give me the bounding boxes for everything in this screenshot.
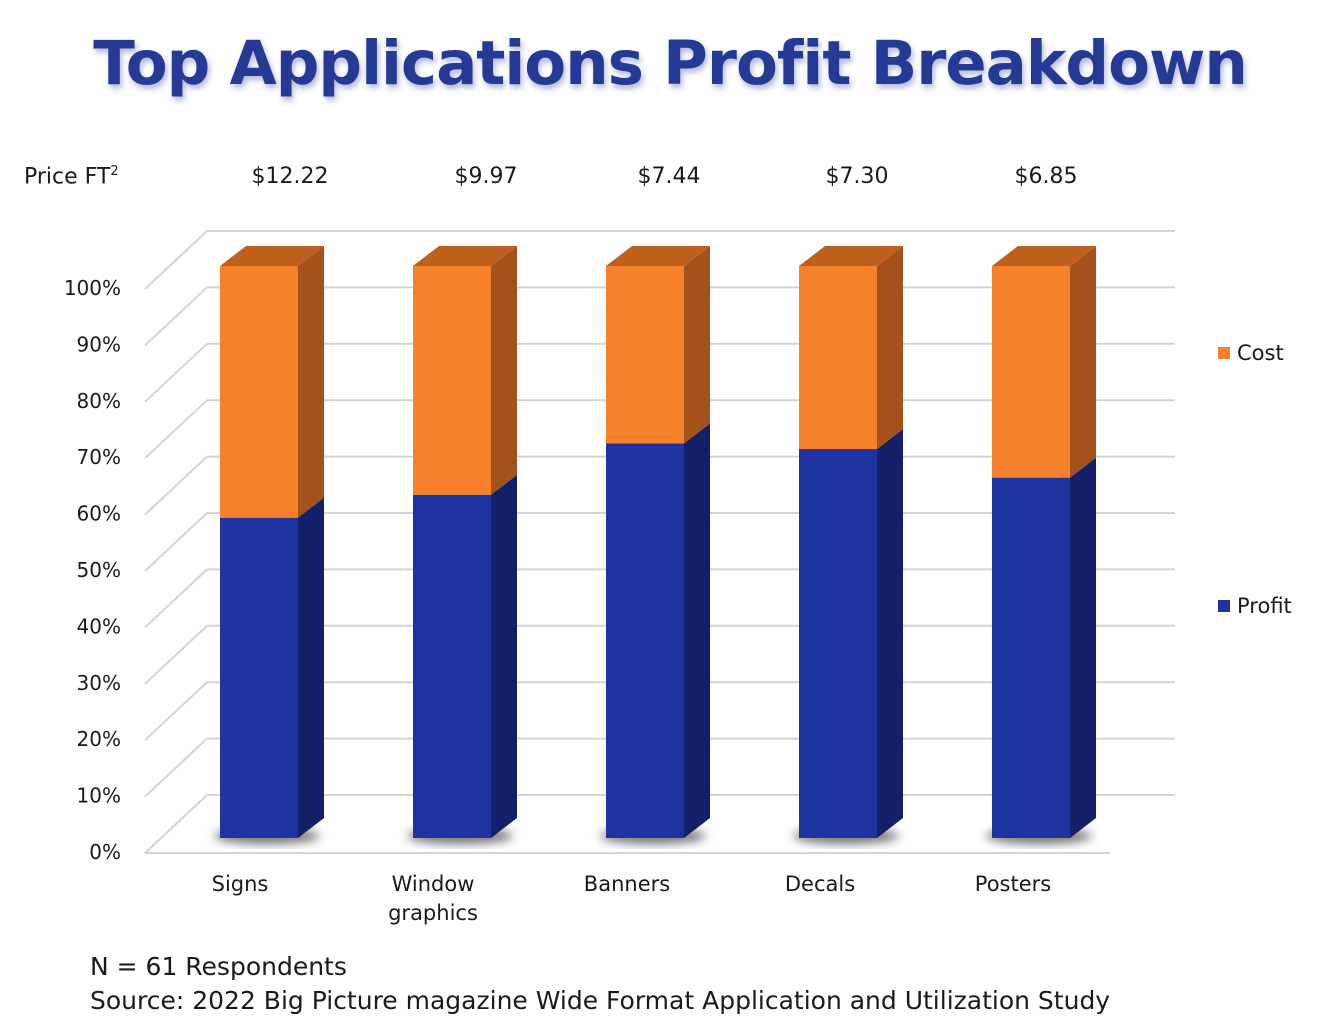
bar-profit-side-0 [298, 497, 324, 838]
bar-top-1 [413, 246, 517, 266]
bar-profit-3 [799, 449, 877, 838]
bar-top-3 [799, 246, 903, 266]
x-label-line: Signs [211, 872, 269, 896]
bar-profit-side-1 [491, 474, 517, 838]
side-gridline-90pct [144, 286, 208, 347]
bar-cost-1 [413, 266, 491, 495]
side-gridline-20pct [144, 681, 208, 741]
bar-cost-side-1 [491, 246, 517, 495]
side-gridline-0pct [144, 794, 208, 854]
price-value-window-graphics: $9.97 [454, 164, 518, 189]
y-tick-label: 60% [77, 502, 121, 526]
legend-swatch-cost [1218, 347, 1230, 359]
bar-cost-3 [799, 266, 877, 450]
side-gridline-60pct [144, 455, 208, 516]
side-gridline-30pct [144, 625, 208, 685]
price-row-label: Price FT2 [24, 164, 119, 189]
y-tick-label: 100% [64, 276, 121, 300]
x-label-line: Window [391, 872, 475, 896]
legend-label-cost: Cost [1237, 341, 1284, 365]
y-tick-label: 10% [77, 784, 121, 808]
price-label-superscript: 2 [110, 164, 119, 179]
legend-swatch-profit [1218, 600, 1230, 612]
bars [214, 246, 1096, 844]
bar-cost-side-3 [877, 246, 903, 450]
x-label-window-graphics: Window graphics [388, 870, 478, 928]
y-tick-label: 80% [77, 389, 121, 413]
price-value-decals: $7.30 [825, 164, 889, 189]
x-label-line: graphics [388, 901, 478, 925]
y-tick-label: 20% [77, 727, 121, 751]
side-gridline-100pct [144, 230, 208, 290]
side-gridline-50pct [144, 512, 208, 572]
bar-cost-4 [992, 266, 1070, 478]
bar-profit-side-2 [684, 423, 710, 838]
bar-profit-side-4 [1070, 457, 1096, 838]
x-label-posters: Posters [975, 870, 1051, 899]
bar-top-4 [992, 246, 1096, 266]
legend-item-cost: Cost [1218, 341, 1284, 365]
bar-cost-0 [220, 266, 298, 518]
bar-profit-1 [413, 494, 491, 838]
respondents-note: N = 61 Respondents [90, 952, 347, 981]
bar-top-2 [606, 246, 710, 266]
y-axis-ticks: 0% 10% 20% 30% 40% 50% 60% 70% 80% 90% 100% [64, 276, 121, 864]
bar-profit-4 [992, 477, 1070, 838]
legend-item-profit: Profit [1218, 594, 1292, 618]
bar-group-banners [600, 246, 710, 844]
y-tick-label: 40% [77, 614, 121, 638]
bar-group-decals [793, 246, 903, 844]
y-tick-label: 30% [77, 671, 121, 695]
price-value-signs: $12.22 [251, 164, 329, 189]
x-label-line: Decals [784, 872, 856, 896]
side-gridline-70pct [144, 399, 208, 459]
x-label-line: Posters [974, 872, 1052, 896]
bar-cost-side-4 [1070, 246, 1096, 478]
bar-top-0 [220, 246, 324, 266]
y-tick-label: 0% [89, 840, 121, 864]
price-value-posters: $6.85 [1014, 164, 1078, 189]
bar-cost-2 [606, 266, 684, 444]
y-tick-label: 90% [77, 332, 121, 356]
side-gridline-40pct [144, 568, 208, 629]
bar-profit-side-3 [877, 429, 903, 838]
source-note: Source: 2022 Big Picture magazine Wide F… [90, 986, 1111, 1015]
bar-profit-2 [606, 443, 684, 838]
chart-title: Top Applications Profit Breakdown [93, 28, 1248, 99]
bar-cost-side-0 [298, 246, 324, 518]
legend-label-profit: Profit [1237, 594, 1292, 618]
price-value-banners: $7.44 [637, 164, 701, 189]
y-tick-label: 70% [77, 445, 121, 469]
x-label-decals: Decals [785, 870, 855, 899]
x-label-signs: Signs [212, 870, 269, 899]
x-label-banners: Banners [584, 870, 670, 899]
bar-cost-side-2 [684, 246, 710, 444]
side-gridline-10pct [144, 737, 208, 798]
price-label-text: Price FT [24, 164, 111, 190]
x-label-line: Banners [583, 872, 671, 896]
bar-group-window-graphics [407, 246, 517, 844]
bar-group-posters [986, 246, 1096, 844]
bar-profit-0 [220, 517, 298, 838]
bar-group-signs [214, 246, 324, 844]
side-gridline-80pct [144, 343, 208, 403]
y-tick-label: 50% [77, 558, 121, 582]
